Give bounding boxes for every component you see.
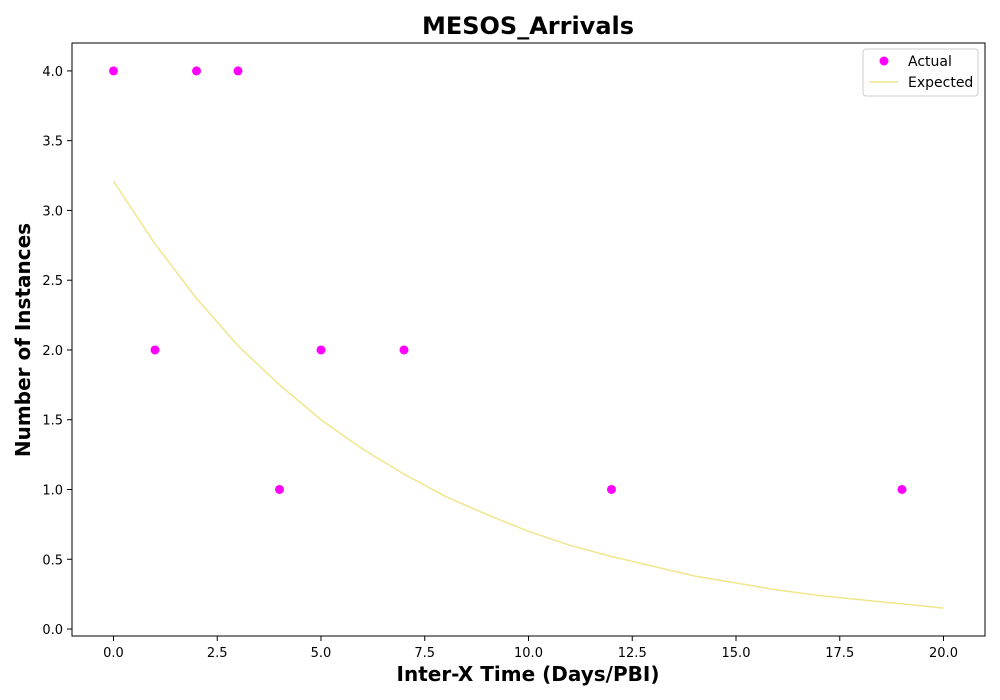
series-line-expected	[112, 180, 944, 609]
data-point-actual	[399, 345, 409, 355]
y-tick-label: 3.0	[42, 204, 63, 219]
y-tick-label: 0.0	[42, 623, 63, 638]
y-tick-label: 3.5	[42, 135, 63, 150]
legend-label-expected: Expected	[908, 75, 973, 91]
x-tick-label: 17.5	[825, 646, 854, 661]
data-point-actual	[316, 345, 326, 355]
x-axis-ticks: 0.0 2.5 5.0 7.5 10.0 12.5 15.0 17.5 20.0	[103, 636, 958, 661]
data-point-actual	[897, 484, 907, 494]
legend: Actual Expected	[862, 48, 979, 97]
x-tick-label: 7.5	[414, 646, 435, 661]
y-tick-label: 1.0	[42, 483, 63, 498]
data-point-actual	[233, 66, 243, 76]
legend-box	[862, 48, 979, 97]
x-tick-label: 5.0	[311, 646, 332, 661]
x-tick-label: 20.0	[929, 646, 958, 661]
x-tick-label: 15.0	[722, 646, 751, 661]
x-axis-title: Inter-X Time (Days/PBI)	[397, 662, 660, 686]
y-tick-label: 1.5	[42, 414, 63, 429]
y-axis-ticks: 0.0 0.5 1.0 1.5 2.0 2.5 3.0 3.5 4.0	[42, 65, 72, 638]
y-tick-label: 0.5	[42, 553, 63, 568]
y-tick-label: 2.0	[42, 344, 63, 359]
legend-marker-actual	[879, 56, 889, 66]
y-axis-title: Number of Instances	[11, 223, 35, 457]
data-point-actual	[150, 345, 160, 355]
data-point-actual	[192, 66, 201, 76]
y-tick-label: 4.0	[42, 65, 63, 80]
x-tick-label: 10.0	[514, 646, 543, 661]
data-point-actual	[109, 66, 118, 76]
x-tick-label: 12.5	[618, 646, 647, 661]
y-tick-label: 2.5	[42, 274, 63, 289]
legend-label-actual: Actual	[908, 54, 952, 70]
data-point-actual	[275, 484, 284, 494]
data-point-actual	[607, 484, 616, 494]
x-tick-label: 0.0	[103, 646, 124, 661]
chart-title: MESOS_Arrivals	[422, 12, 634, 40]
x-tick-label: 2.5	[207, 646, 228, 661]
plot-content	[109, 66, 944, 609]
